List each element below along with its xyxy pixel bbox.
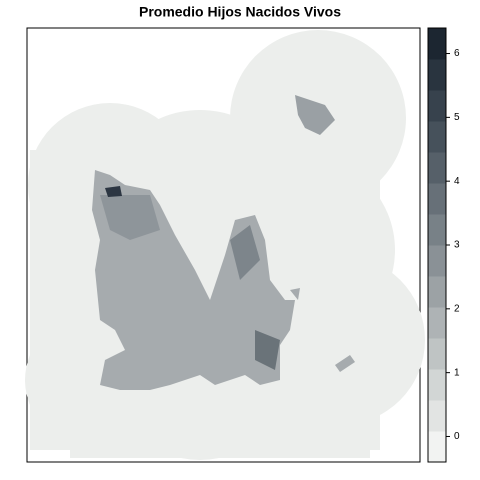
urban-area bbox=[335, 355, 355, 372]
legend-band bbox=[428, 28, 446, 60]
legend-band bbox=[428, 121, 446, 153]
legend-band bbox=[428, 431, 446, 463]
legend-tick-label: 4 bbox=[454, 176, 460, 187]
urban-zone bbox=[230, 225, 260, 280]
map bbox=[25, 27, 425, 463]
legend-band bbox=[428, 152, 446, 184]
legend-tick-label: 0 bbox=[454, 431, 460, 442]
urban-zone bbox=[100, 195, 160, 240]
legend-band bbox=[428, 90, 446, 122]
legend-band bbox=[428, 400, 446, 432]
legend-band bbox=[428, 59, 446, 91]
legend-band bbox=[428, 183, 446, 215]
legend-tick-label: 5 bbox=[454, 112, 460, 123]
map-title: Promedio Hijos Nacidos Vivos bbox=[139, 4, 341, 20]
urban-area bbox=[295, 95, 335, 135]
legend-band bbox=[428, 338, 446, 370]
legend-band bbox=[428, 245, 446, 277]
legend-tick-label: 3 bbox=[454, 240, 460, 251]
legend-tick-label: 1 bbox=[454, 367, 460, 378]
legend-tick-label: 2 bbox=[454, 303, 460, 314]
legend-tick-label: 6 bbox=[454, 48, 460, 59]
urban-zone bbox=[105, 186, 122, 197]
legend-band bbox=[428, 276, 446, 308]
urban-zone bbox=[255, 330, 280, 370]
legend-band bbox=[428, 307, 446, 339]
urban-area bbox=[290, 288, 300, 300]
legend-band bbox=[428, 214, 446, 246]
legend: 0 1 2 3 4 5 6 bbox=[427, 27, 460, 463]
legend-band bbox=[428, 369, 446, 401]
